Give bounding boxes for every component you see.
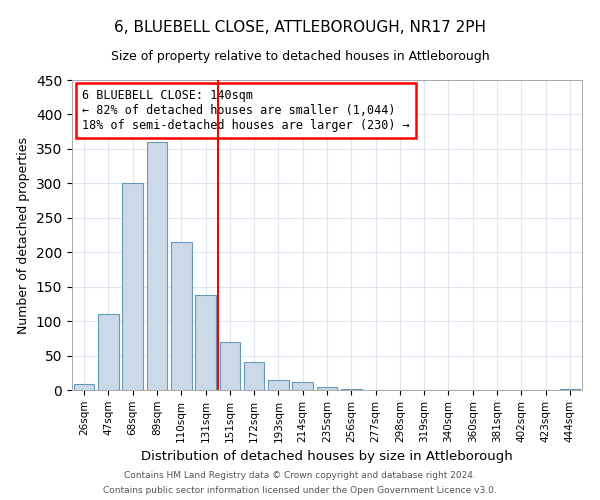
Bar [317, 386, 337, 390]
X-axis label: Distribution of detached houses by size in Attleborough: Distribution of detached houses by size … [141, 450, 513, 463]
Bar [146, 142, 167, 390]
Bar [341, 388, 362, 390]
Bar [244, 362, 265, 390]
Y-axis label: Number of detached properties: Number of detached properties [17, 136, 31, 334]
Text: 6, BLUEBELL CLOSE, ATTLEBOROUGH, NR17 2PH: 6, BLUEBELL CLOSE, ATTLEBOROUGH, NR17 2P… [114, 20, 486, 35]
Bar [560, 388, 580, 390]
Bar [220, 342, 240, 390]
Text: 6 BLUEBELL CLOSE: 140sqm
← 82% of detached houses are smaller (1,044)
18% of sem: 6 BLUEBELL CLOSE: 140sqm ← 82% of detach… [82, 90, 410, 132]
Bar [98, 314, 119, 390]
Text: Contains HM Land Registry data © Crown copyright and database right 2024.: Contains HM Land Registry data © Crown c… [124, 471, 476, 480]
Bar [171, 242, 191, 390]
Bar [74, 384, 94, 390]
Bar [292, 382, 313, 390]
Bar [122, 184, 143, 390]
Text: Size of property relative to detached houses in Attleborough: Size of property relative to detached ho… [110, 50, 490, 63]
Text: Contains public sector information licensed under the Open Government Licence v3: Contains public sector information licen… [103, 486, 497, 495]
Bar [195, 295, 216, 390]
Bar [268, 380, 289, 390]
